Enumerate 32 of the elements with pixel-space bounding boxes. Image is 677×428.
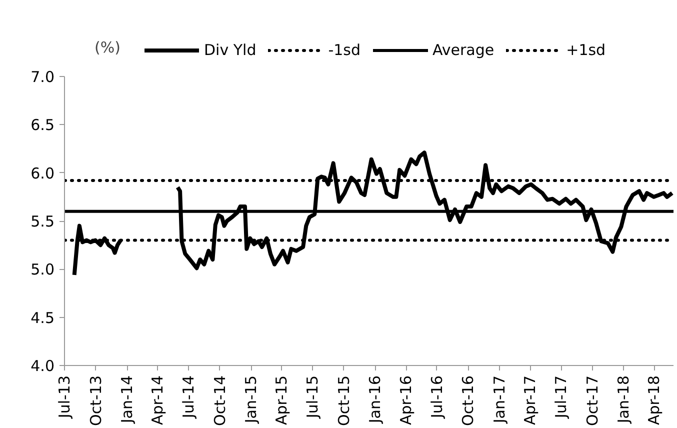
legend-label: +1sd (566, 41, 606, 59)
x-tick-label: Apr-14 (148, 375, 167, 425)
x-tick-label: Oct-16 (459, 375, 478, 426)
y-tick-label: 4.0 (30, 357, 55, 375)
x-tick-label: Apr-18 (645, 375, 664, 425)
x-tick-label: Apr-17 (521, 375, 540, 425)
x-tick-label: Jan-15 (242, 375, 260, 424)
legend-label: Div Yld (204, 41, 256, 59)
y-tick-label: 4.5 (30, 308, 55, 327)
x-tick-label: Jan-14 (118, 375, 136, 424)
x-tick-label: Jul-17 (552, 375, 570, 420)
x-tick-label: Jul-13 (56, 375, 74, 420)
x-tick-label: Jul-16 (428, 375, 446, 420)
x-tick-label: Apr-15 (272, 375, 291, 425)
x-tick-label: Oct-14 (210, 375, 229, 426)
x-tick-label: Oct-17 (583, 375, 602, 426)
x-tick-label: Jan-16 (366, 375, 384, 424)
y-tick-label: 5.0 (30, 260, 55, 279)
legend-label: -1sd (328, 41, 361, 59)
x-tick-label: Apr-16 (397, 375, 416, 425)
x-tick-label: Oct-15 (334, 375, 353, 426)
y-tick-label: 6.0 (30, 164, 55, 182)
x-tick-label: Jul-15 (304, 375, 322, 420)
x-tick-label: Jan-17 (490, 375, 508, 424)
x-tick-label: Oct-13 (86, 375, 105, 426)
x-tick-label: Jul-14 (180, 375, 198, 420)
y-tick-label: 7.0 (30, 68, 55, 86)
y-tick-label: 6.5 (30, 116, 55, 134)
y-axis-title: (%) (94, 38, 120, 56)
y-tick-label: 5.5 (30, 212, 55, 230)
legend-label: Average (432, 41, 494, 59)
x-tick-label: Jan-18 (614, 375, 633, 424)
